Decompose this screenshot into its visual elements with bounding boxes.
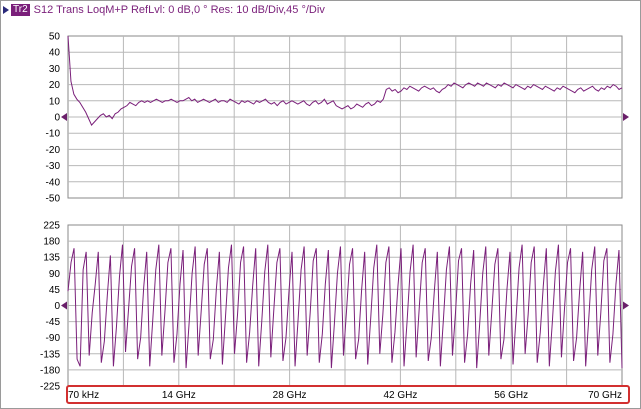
- x-axis-highlight-box: [66, 385, 630, 404]
- phase-y-tick-label: -180: [40, 365, 60, 376]
- mag-y-tick-label: 10: [49, 96, 61, 107]
- x-tick-label: 56 GHz: [494, 390, 528, 401]
- phase-y-tick-label: 90: [49, 269, 61, 280]
- mag-y-tick-label: -10: [46, 129, 61, 140]
- trace-tag[interactable]: Tr2: [11, 4, 30, 16]
- mag-y-tick-label: 20: [49, 80, 61, 91]
- mag-ref-marker-right-icon[interactable]: [623, 113, 629, 121]
- phase-y-tick-label: -90: [46, 333, 61, 344]
- phase-y-tick-label: 180: [43, 237, 60, 248]
- x-tick-label: 70 kHz: [68, 390, 99, 401]
- mag-y-tick-label: 30: [49, 64, 61, 75]
- trace-header: Tr2 S12 Trans LoqM+P RefLvl: 0 dB,0 ° Re…: [3, 2, 638, 18]
- phase-y-tick-label: 135: [43, 253, 60, 264]
- mag-y-tick-label: 0: [54, 113, 60, 124]
- x-tick-label: 42 GHz: [383, 390, 417, 401]
- phase-y-tick-label: -45: [46, 317, 61, 328]
- mag-ref-marker-left-icon[interactable]: [61, 113, 67, 121]
- mag-y-tick-label: 50: [49, 32, 61, 43]
- phase-y-tick-label: 0: [54, 301, 60, 312]
- phase-ref-marker-right-icon[interactable]: [623, 301, 629, 310]
- x-tick-label: 14 GHz: [162, 390, 196, 401]
- phase-y-tick-label: -225: [40, 382, 60, 393]
- phase-ref-marker-left-icon[interactable]: [61, 301, 67, 310]
- phase-y-tick-label: 45: [49, 285, 61, 296]
- phase-trace: [67, 244, 623, 369]
- mag-y-tick-label: 40: [49, 48, 61, 59]
- mag-y-tick-label: -40: [46, 177, 61, 188]
- mag-y-tick-label: -20: [46, 145, 61, 156]
- mag-y-tick-label: -30: [46, 161, 61, 172]
- trace-info-text: S12 Trans LoqM+P RefLvl: 0 dB,0 ° Res: 1…: [33, 4, 325, 16]
- mag-y-tick-label: -50: [46, 194, 61, 205]
- mag-trace: [67, 35, 623, 126]
- phase-y-tick-label: 225: [43, 221, 60, 232]
- phase-y-tick-label: -135: [40, 349, 60, 360]
- trace-active-marker-icon[interactable]: [3, 6, 9, 14]
- x-tick-label: 70 GHz: [588, 390, 622, 401]
- x-tick-label: 28 GHz: [273, 390, 307, 401]
